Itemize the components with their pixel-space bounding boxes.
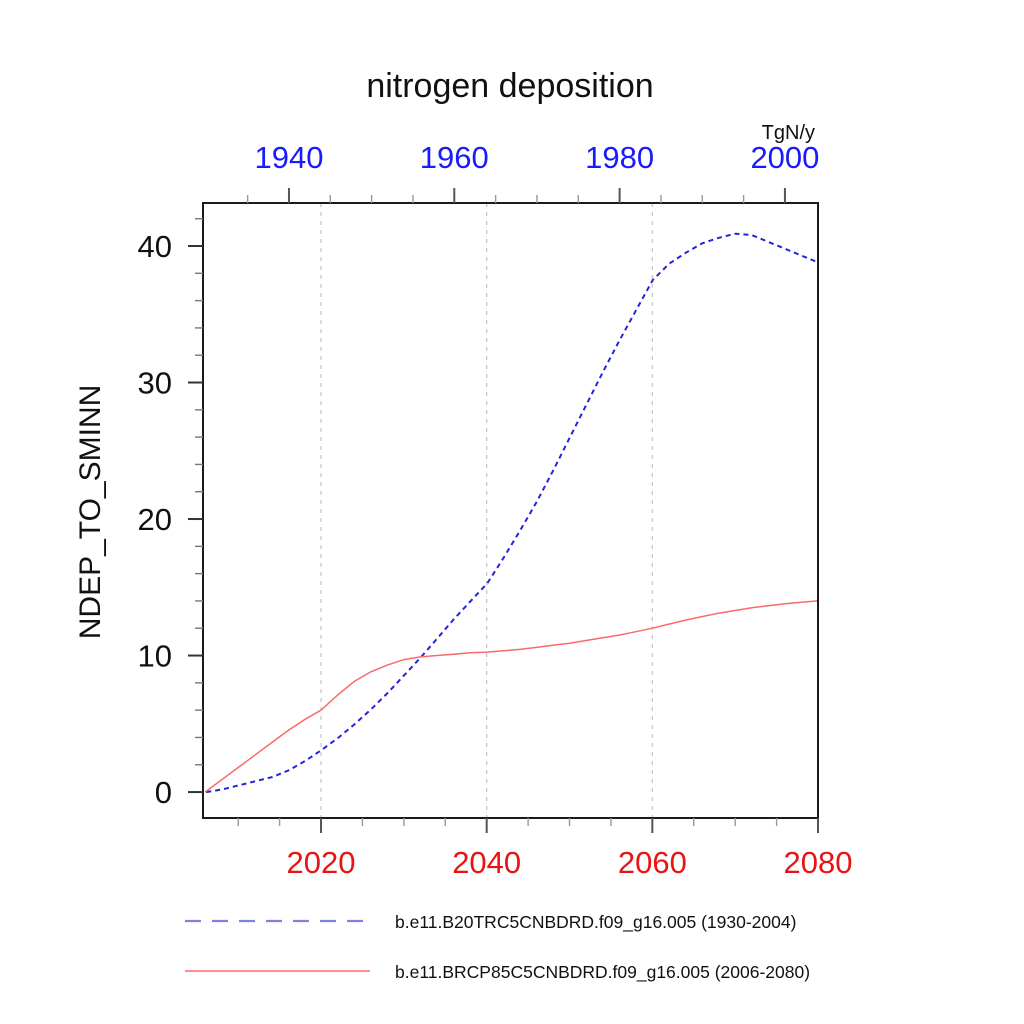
series-rcp-line [204,600,819,793]
legend-label-rcp: b.e11.BRCP85C5CNBDRD.f09_g16.005 (2006-2… [395,962,810,983]
units-label: TgN/y [762,122,815,144]
legend: b.e11.B20TRC5CNBDRD.f09_g16.005 (1930-20… [185,912,810,983]
bottom-axis-tick-label: 2060 [618,845,687,880]
top-axis-tick-label: 1980 [585,140,654,175]
top-axis-tick-label: 2000 [750,140,819,175]
bottom-axis-tick-label: 2040 [452,845,521,880]
top-axis-tick-label: 1960 [420,140,489,175]
chart-title: nitrogen deposition [366,67,653,105]
series-historical-line [206,232,819,794]
y-axis-tick-label: 0 [155,775,172,810]
bottom-axis-tick-label: 2020 [287,845,356,880]
top-axis-tick-label: 1940 [254,140,323,175]
data-series [204,232,819,794]
legend-label-historical: b.e11.B20TRC5CNBDRD.f09_g16.005 (1930-20… [395,912,796,933]
bottom-axis: 2020 2040 2060 2080 [237,818,853,880]
left-axis: 0 10 20 30 40 [138,217,203,810]
top-axis: 1940 1960 1980 2000 [246,140,819,203]
vertical-gridlines [320,203,653,818]
y-axis-tick-label: 40 [138,229,172,264]
y-axis-tick-label: 30 [138,366,172,401]
plot-frame [202,202,819,819]
y-axis-tick-label: 20 [138,502,172,537]
y-axis-title: NDEP_TO_SMINN [74,385,107,640]
y-axis-tick-label: 10 [138,639,172,674]
bottom-axis-tick-label: 2080 [784,845,853,880]
